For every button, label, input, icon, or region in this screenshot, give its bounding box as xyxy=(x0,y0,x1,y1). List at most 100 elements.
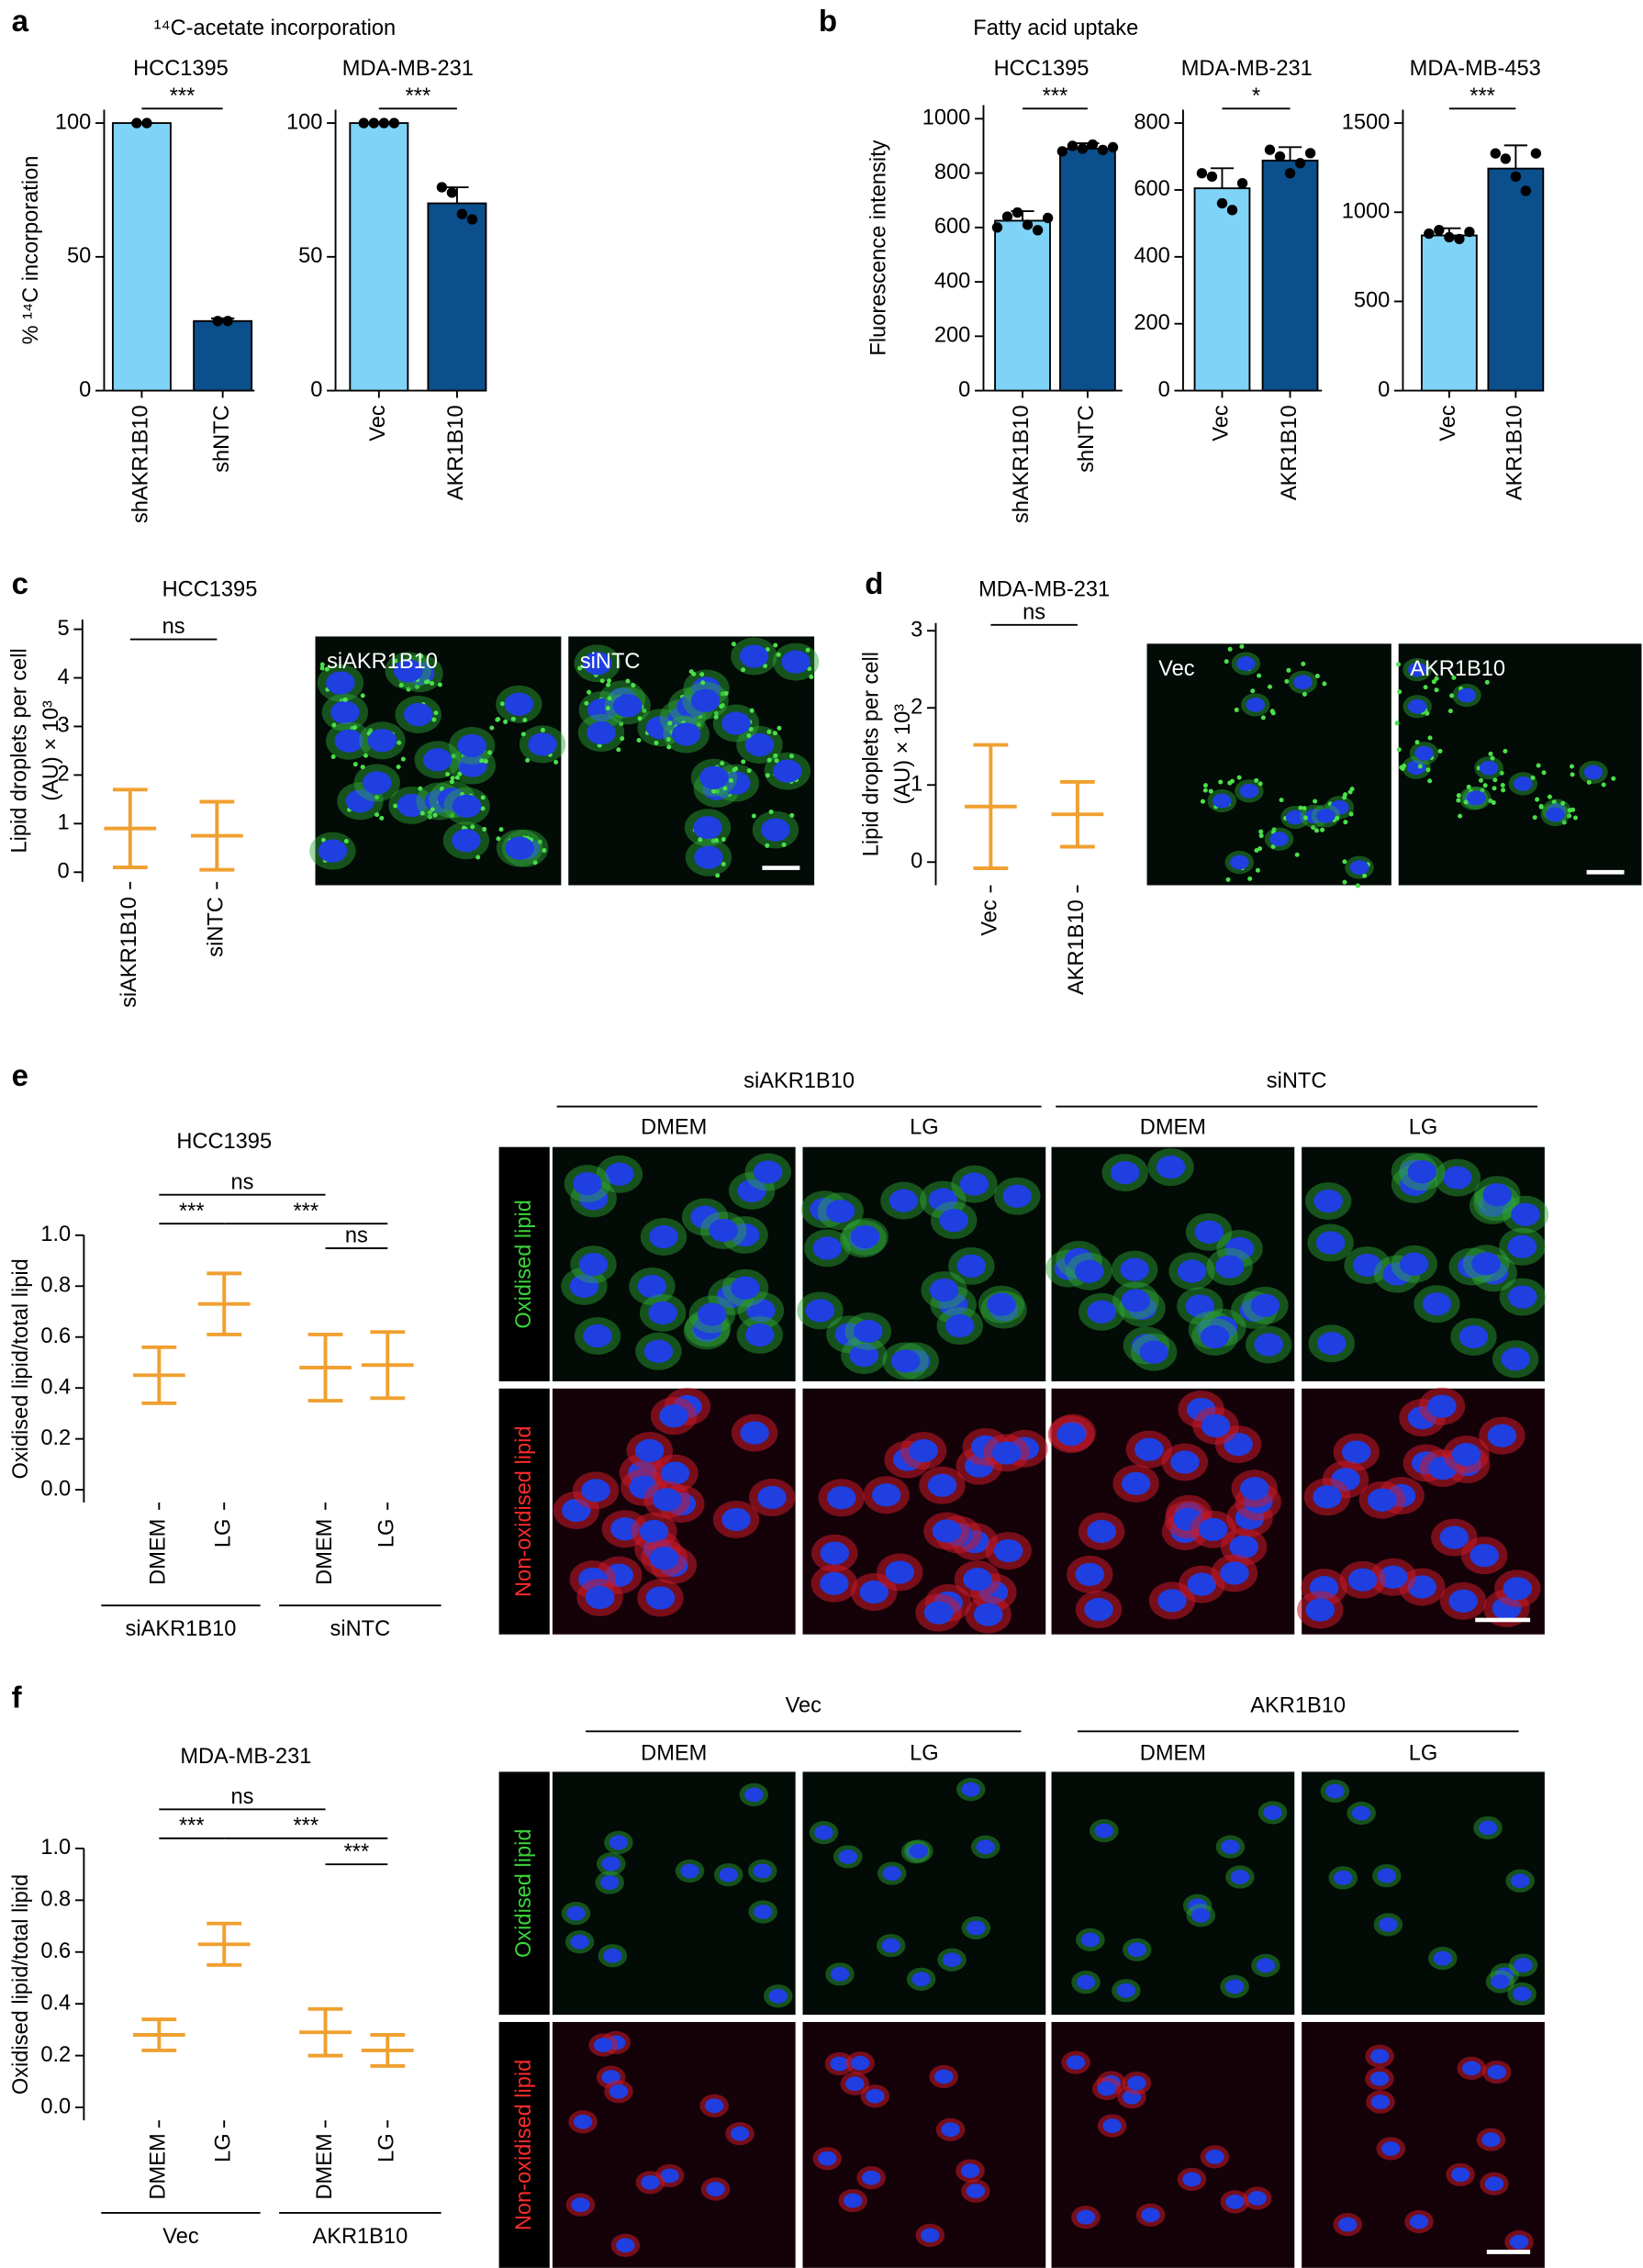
nucleus xyxy=(1439,1525,1470,1549)
lipid-spot xyxy=(587,689,592,695)
lipid-spot xyxy=(1347,789,1353,795)
nucleus xyxy=(1191,1907,1211,1923)
panel-label: f xyxy=(12,1681,23,1715)
nucleus xyxy=(583,1324,612,1348)
lipid-spot xyxy=(720,691,725,697)
y-axis-label: % ¹⁴C incorporation xyxy=(19,156,43,345)
data-point xyxy=(378,117,390,128)
lipid-spot xyxy=(766,757,772,763)
nucleus xyxy=(1546,807,1565,822)
lipid-spot xyxy=(637,716,643,721)
lipid-spot xyxy=(343,839,349,844)
data-point xyxy=(1284,168,1296,179)
data-point xyxy=(212,316,223,327)
column-label: LG xyxy=(910,1115,939,1139)
x-tick-label: Vec xyxy=(366,405,390,441)
nucleus xyxy=(403,702,433,727)
nucleus xyxy=(583,652,612,676)
lipid-spot xyxy=(1490,755,1495,761)
column-label: DMEM xyxy=(1140,1742,1206,1766)
row-label: Non-oxidised lipid xyxy=(512,1426,536,1597)
y-axis-label: (AU) × 10³ xyxy=(891,704,915,805)
nucleus xyxy=(967,1920,986,1936)
lipid-spot xyxy=(1492,786,1497,791)
nucleus xyxy=(826,1486,856,1510)
nucleus xyxy=(921,2228,940,2243)
nucleus xyxy=(817,2151,837,2166)
lipid-spot xyxy=(776,652,781,657)
nucleus xyxy=(929,1278,959,1302)
nucleus xyxy=(573,2114,593,2129)
lipid-spot xyxy=(1342,795,1347,800)
data-point xyxy=(1087,139,1099,151)
nucleus xyxy=(721,1507,751,1532)
nucleus xyxy=(603,1948,622,1963)
micrograph xyxy=(552,1771,796,2016)
chart-title: HCC1395 xyxy=(133,57,229,81)
lipid-spot xyxy=(1572,815,1579,821)
nucleus xyxy=(566,1905,586,1921)
lipid-spot xyxy=(1200,799,1205,804)
lipid-spot xyxy=(520,732,526,737)
lipid-spot xyxy=(363,753,368,758)
lipid-spot xyxy=(1227,646,1233,652)
nucleus xyxy=(963,1568,992,1592)
lipid-spot xyxy=(1258,829,1264,834)
data-point xyxy=(1274,151,1286,162)
nucleus xyxy=(397,793,427,818)
y-tick-label: 200 xyxy=(934,324,970,348)
nucleus xyxy=(680,1863,699,1879)
lipid-spot xyxy=(1239,643,1245,649)
nucleus xyxy=(1406,760,1426,776)
nucleus xyxy=(1229,1535,1258,1559)
nucleus xyxy=(956,1254,987,1278)
error-bar xyxy=(370,1330,406,1401)
nucleus xyxy=(993,1538,1023,1563)
nucleus xyxy=(928,1188,958,1212)
nucleus xyxy=(569,1274,599,1298)
nucleus xyxy=(1459,1324,1489,1349)
lipid-spot xyxy=(400,756,406,762)
lipid-spot xyxy=(352,762,358,767)
nucleus xyxy=(961,1782,980,1797)
nucleus xyxy=(1170,1450,1200,1474)
nucleus xyxy=(812,1236,843,1260)
lipid-spot xyxy=(1503,748,1508,754)
nucleus xyxy=(1139,1340,1168,1364)
data-point xyxy=(1042,212,1054,224)
lipid-spot xyxy=(1294,852,1300,857)
nucleus xyxy=(1369,2049,1390,2064)
lipid-spot xyxy=(809,674,814,679)
row-label: Non-oxidised lipid xyxy=(512,2060,536,2230)
group-label: siAKR1B10 xyxy=(126,1617,237,1641)
nucleus xyxy=(976,1839,995,1855)
lipid-spot xyxy=(1431,679,1436,685)
nucleus xyxy=(781,650,810,674)
lipid-spot xyxy=(1449,693,1455,698)
lipid-spot xyxy=(415,684,420,689)
nucleus xyxy=(709,1218,738,1243)
lipid-spot xyxy=(781,842,787,847)
nucleus xyxy=(334,729,364,753)
nucleus xyxy=(885,1560,914,1584)
data-point xyxy=(388,117,400,128)
bar xyxy=(1261,159,1319,392)
lipid-spot xyxy=(1466,784,1471,789)
lipid-spot xyxy=(773,642,778,648)
lipid-spot xyxy=(398,682,404,688)
column-group-label: siNTC xyxy=(1267,1069,1327,1093)
nucleus xyxy=(859,1580,889,1604)
y-axis-label: Oxidised lipid/total lipid xyxy=(9,1258,33,1479)
error-bar xyxy=(207,1921,242,1967)
lipid-spot xyxy=(715,873,721,878)
nucleus xyxy=(746,1299,776,1323)
nucleus xyxy=(737,1179,766,1202)
chart-title: HCC1395 xyxy=(176,1130,272,1154)
y-tick-label: 0 xyxy=(911,850,922,874)
lipid-spot xyxy=(607,678,612,684)
lipid-spot xyxy=(1547,794,1552,799)
y-tick-label: 2 xyxy=(911,695,922,719)
lipid-spot xyxy=(606,682,611,687)
data-point xyxy=(358,117,369,128)
nucleus xyxy=(1512,1986,1532,2002)
